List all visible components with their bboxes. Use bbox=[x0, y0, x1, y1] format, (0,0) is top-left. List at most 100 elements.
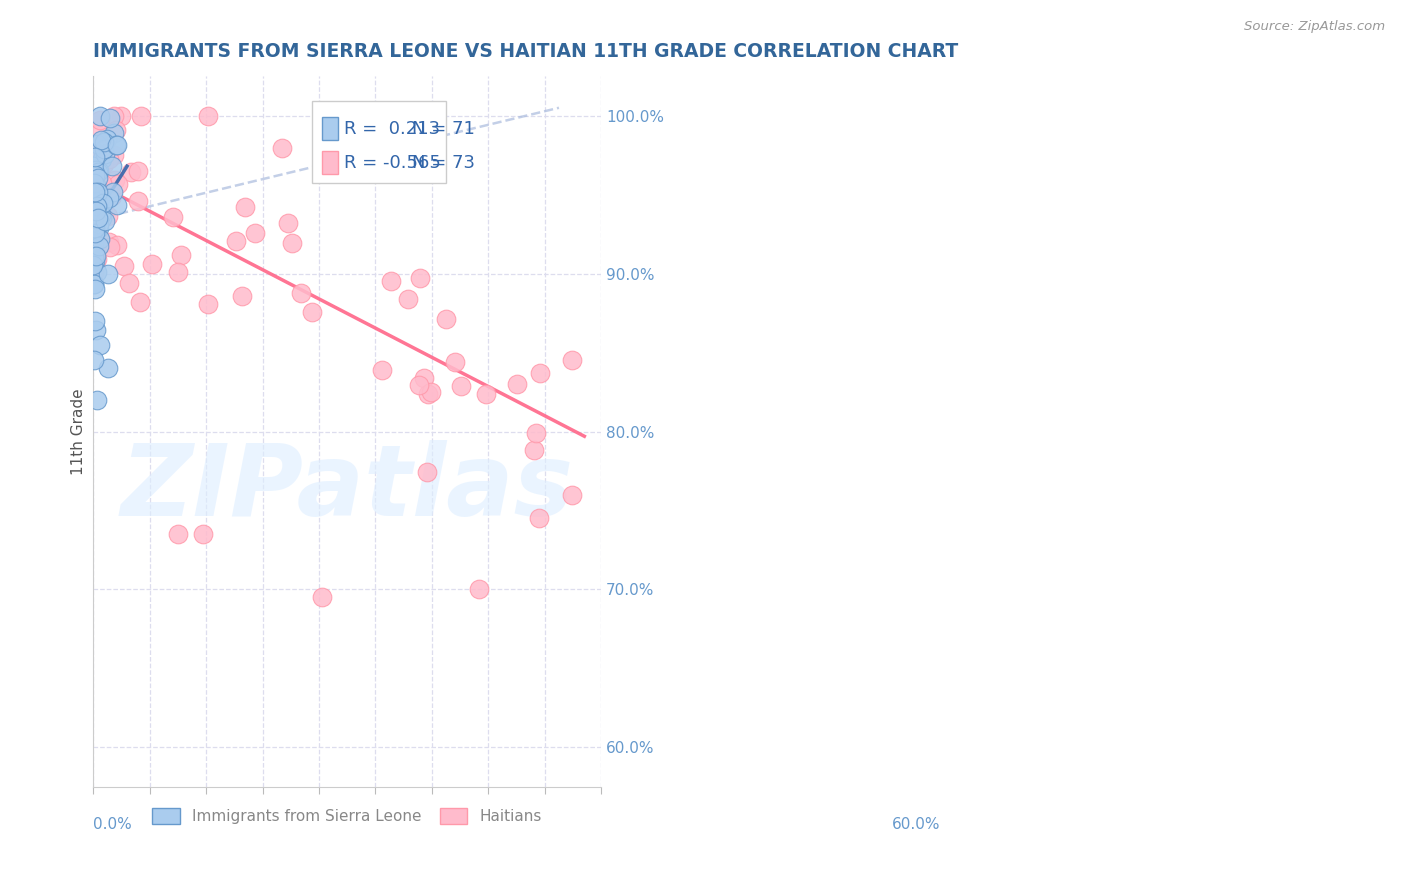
Point bbox=[83, 221, 105, 235]
Point bbox=[83, 236, 105, 251]
Point bbox=[301, 305, 323, 319]
Point bbox=[82, 222, 104, 236]
Point bbox=[84, 207, 107, 221]
Point bbox=[396, 292, 419, 306]
Point bbox=[450, 379, 472, 393]
Point bbox=[419, 384, 441, 399]
Point bbox=[89, 232, 111, 246]
Point bbox=[128, 295, 150, 310]
Point bbox=[89, 221, 111, 235]
Point bbox=[89, 337, 111, 351]
Point bbox=[561, 488, 583, 502]
Point bbox=[233, 200, 256, 214]
Point bbox=[89, 164, 111, 178]
Point bbox=[100, 111, 122, 125]
Point bbox=[84, 194, 107, 209]
FancyBboxPatch shape bbox=[312, 101, 446, 183]
Point bbox=[84, 224, 107, 238]
Point bbox=[84, 240, 107, 254]
Point bbox=[93, 142, 115, 156]
Point bbox=[89, 205, 111, 219]
Point bbox=[105, 123, 128, 137]
Point bbox=[91, 176, 114, 190]
Point bbox=[474, 386, 496, 401]
Point bbox=[281, 236, 304, 251]
Point bbox=[84, 185, 107, 199]
Point bbox=[87, 147, 110, 161]
Point bbox=[84, 151, 107, 165]
Point bbox=[127, 163, 149, 178]
Point bbox=[529, 366, 551, 380]
Point bbox=[87, 185, 110, 199]
Point bbox=[197, 297, 219, 311]
Point bbox=[371, 363, 394, 377]
Point bbox=[197, 109, 219, 123]
Point bbox=[243, 226, 266, 240]
Point bbox=[90, 193, 112, 207]
Point bbox=[86, 167, 108, 181]
Point bbox=[86, 265, 108, 279]
Point bbox=[523, 443, 546, 458]
Point bbox=[86, 252, 108, 266]
Point bbox=[444, 354, 467, 368]
Text: 60.0%: 60.0% bbox=[891, 817, 941, 832]
Point bbox=[118, 276, 141, 290]
Point bbox=[83, 353, 105, 368]
Point bbox=[83, 194, 105, 209]
Point bbox=[83, 254, 105, 268]
Point bbox=[93, 157, 115, 171]
Point bbox=[231, 289, 253, 303]
FancyBboxPatch shape bbox=[322, 117, 337, 140]
Text: R = -0.565: R = -0.565 bbox=[344, 153, 441, 172]
Y-axis label: 11th Grade: 11th Grade bbox=[72, 388, 86, 475]
Point bbox=[94, 147, 117, 161]
Point bbox=[170, 247, 193, 261]
Text: N = 73: N = 73 bbox=[412, 153, 475, 172]
Point bbox=[84, 191, 107, 205]
Point bbox=[225, 234, 247, 248]
Point bbox=[87, 165, 110, 179]
Point bbox=[270, 141, 292, 155]
Point bbox=[94, 213, 117, 227]
Point bbox=[84, 323, 107, 337]
Point bbox=[103, 148, 125, 162]
Point bbox=[290, 286, 312, 301]
Point bbox=[96, 132, 118, 146]
Point bbox=[103, 185, 125, 199]
Point bbox=[408, 378, 430, 392]
Point bbox=[87, 200, 110, 214]
Point bbox=[412, 370, 434, 384]
Text: R =  0.213: R = 0.213 bbox=[344, 120, 440, 137]
Point bbox=[86, 178, 108, 193]
Point bbox=[101, 189, 124, 203]
Point bbox=[103, 127, 125, 141]
Point bbox=[84, 162, 107, 177]
Point bbox=[98, 152, 121, 166]
Point bbox=[167, 527, 190, 541]
Legend: Immigrants from Sierra Leone, Haitians: Immigrants from Sierra Leone, Haitians bbox=[146, 802, 548, 830]
Point bbox=[83, 218, 105, 232]
Point bbox=[105, 138, 128, 153]
Point bbox=[84, 249, 107, 263]
Point bbox=[416, 465, 439, 479]
Text: 0.0%: 0.0% bbox=[93, 817, 132, 832]
Point bbox=[97, 210, 120, 224]
Point bbox=[91, 196, 114, 211]
Point bbox=[87, 211, 110, 225]
Point bbox=[127, 194, 149, 208]
Point bbox=[112, 260, 135, 274]
Point bbox=[89, 109, 111, 123]
Point bbox=[141, 257, 163, 271]
Point bbox=[408, 271, 430, 285]
Point bbox=[505, 377, 527, 392]
Point bbox=[110, 109, 132, 123]
Point bbox=[82, 258, 104, 272]
FancyBboxPatch shape bbox=[322, 152, 337, 174]
Point bbox=[97, 267, 120, 281]
Point bbox=[87, 217, 110, 231]
Point bbox=[103, 109, 125, 123]
Point bbox=[98, 191, 121, 205]
Point bbox=[84, 204, 107, 219]
Point bbox=[166, 265, 188, 279]
Point bbox=[561, 353, 583, 368]
